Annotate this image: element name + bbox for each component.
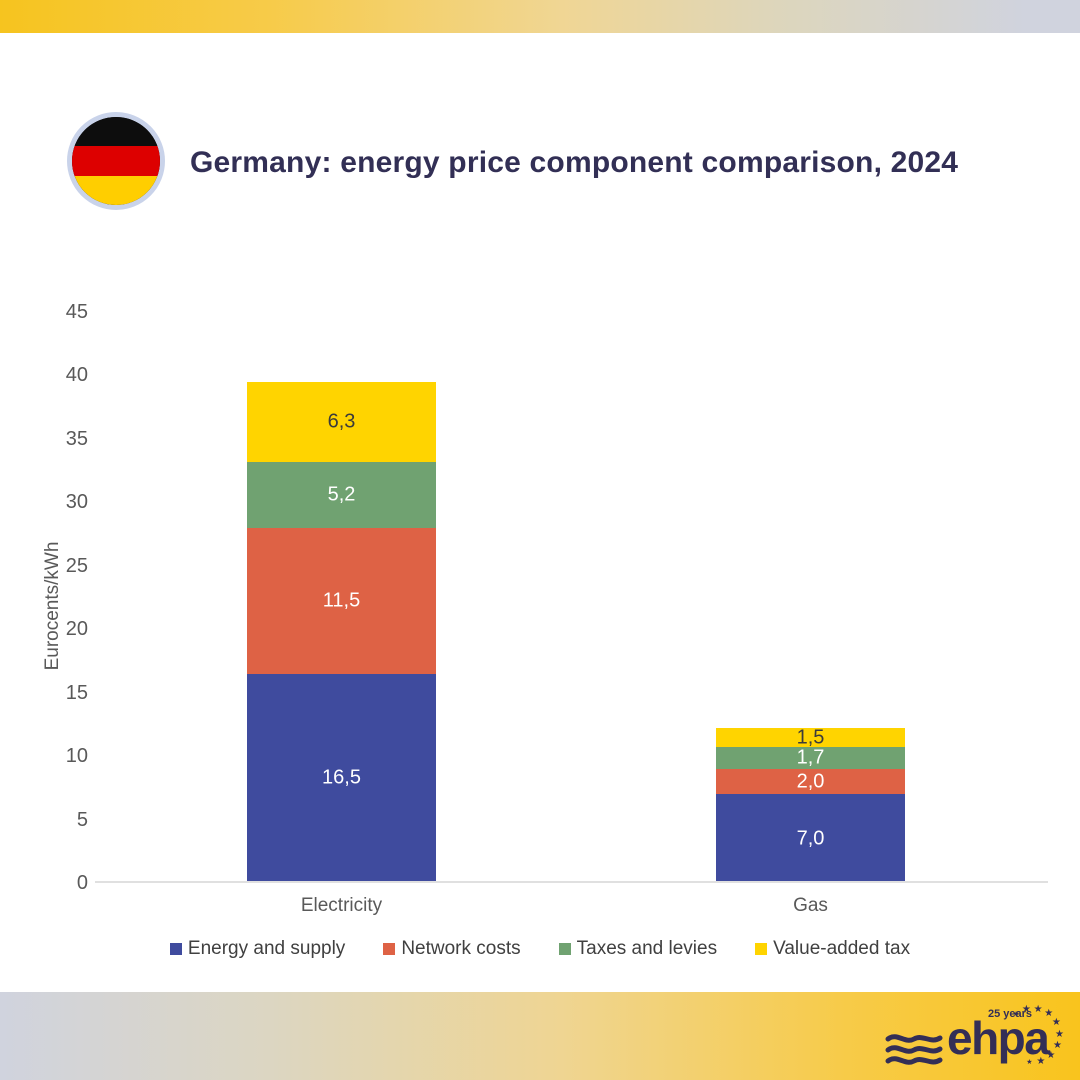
y-tick-label: 40	[65, 364, 88, 387]
top-gradient-band	[0, 0, 1080, 33]
y-tick-label: 0	[76, 872, 88, 894]
segment-network-costs: 11,5	[247, 527, 436, 674]
segment-value-label: 1,7	[796, 746, 825, 769]
legend-label: Taxes and levies	[576, 938, 718, 959]
legend-item-energy-and-supply: Energy and supply	[169, 938, 346, 960]
flag-stripe-gold	[72, 175, 160, 205]
segment-taxes-and-levies: 1,7	[716, 747, 905, 769]
category-label-electricity: Electricity	[300, 895, 383, 916]
legend-label: Network costs	[401, 938, 521, 959]
plot-area: 16,5 11,5 5,2 6,3 7,0 2,0 1,7 1,5	[107, 312, 1045, 883]
stacked-bar-chart: Eurocents/kWh 0 5 10 15 20 25 30 35 40 45 16,5 11,…	[0, 301, 1080, 894]
chart-legend: Energy and supply Network costs Taxes and …	[0, 938, 1080, 960]
segment-value-label: 11,5	[322, 589, 361, 612]
segment-value-label: 2,0	[796, 770, 825, 792]
segment-value-label: 5,2	[327, 483, 356, 506]
segment-value-label: 1,5	[796, 726, 825, 749]
segment-value-added-tax: 6,3	[247, 381, 436, 462]
segment-taxes-and-levies: 5,2	[247, 461, 436, 528]
y-tick-label: 30	[65, 491, 88, 514]
y-tick-label: 15	[65, 681, 88, 704]
logo-25-years-badge: 25 years	[988, 1008, 1033, 1020]
segment-value-label: 7,0	[796, 827, 825, 850]
star-icon: ★	[1054, 1028, 1064, 1040]
segment-energy-and-supply: 16,5	[247, 673, 436, 883]
segment-value-added-tax: 1,5	[716, 726, 905, 749]
star-icon: ★	[1033, 1003, 1043, 1015]
star-icon: ★	[1012, 1011, 1020, 1019]
bar-gas: 7,0 2,0 1,7 1,5	[716, 312, 905, 883]
x-axis-line	[95, 881, 1048, 883]
star-icon: ★	[1044, 1008, 1054, 1020]
logo-wordmark: ehpa	[947, 1012, 1050, 1064]
flag-stripe-red	[72, 146, 160, 176]
germany-flag-icon	[67, 112, 165, 210]
y-tick-label: 10	[65, 745, 88, 768]
x-axis-category-labels: Electricity Gas	[0, 895, 1080, 921]
y-axis-title: Eurocents/kWh	[42, 541, 63, 671]
bar-electricity: 16,5 11,5 5,2 6,3	[247, 312, 436, 883]
segment-network-costs: 2,0	[716, 768, 905, 795]
legend-item-network-costs: Network costs	[383, 938, 521, 960]
y-tick-label: 45	[65, 301, 88, 323]
segment-value-label: 6,3	[327, 410, 356, 433]
star-icon: ★	[1026, 1059, 1033, 1067]
star-icon: ★	[1051, 1017, 1061, 1029]
legend-item-value-added-tax: Value-added tax	[755, 938, 910, 960]
eu-stars-arc: ★ ★ ★ ★ ★ ★ ★ ★ ★ ★	[1000, 1000, 1070, 1072]
page-title: Germany: energy price component comparis…	[190, 146, 959, 179]
category-label-gas: Gas	[793, 895, 828, 916]
star-icon: ★	[1021, 1003, 1031, 1015]
legend-item-taxes-and-levies: Taxes and levies	[558, 938, 718, 960]
segment-energy-and-supply: 7,0	[716, 794, 905, 883]
star-icon: ★	[1046, 1049, 1056, 1061]
legend-swatch	[755, 943, 768, 955]
legend-swatch	[383, 943, 396, 955]
star-icon: ★	[1053, 1040, 1062, 1052]
y-tick-label: 20	[65, 618, 88, 641]
star-icon: ★	[1036, 1055, 1046, 1067]
y-tick-label: 35	[65, 427, 88, 450]
waves-icon	[885, 1034, 943, 1065]
y-tick-label: 25	[65, 554, 88, 577]
legend-label: Energy and supply	[187, 938, 346, 959]
legend-swatch	[169, 943, 182, 955]
y-tick-label: 5	[76, 808, 88, 831]
legend-label: Value-added tax	[773, 938, 911, 959]
flag-stripe-black	[72, 117, 160, 147]
segment-value-label: 16,5	[322, 766, 361, 789]
legend-swatch	[558, 943, 571, 955]
ehpa-logo: ehpa 25 years ★ ★ ★ ★ ★ ★ ★ ★ ★ ★	[885, 1004, 1065, 1076]
